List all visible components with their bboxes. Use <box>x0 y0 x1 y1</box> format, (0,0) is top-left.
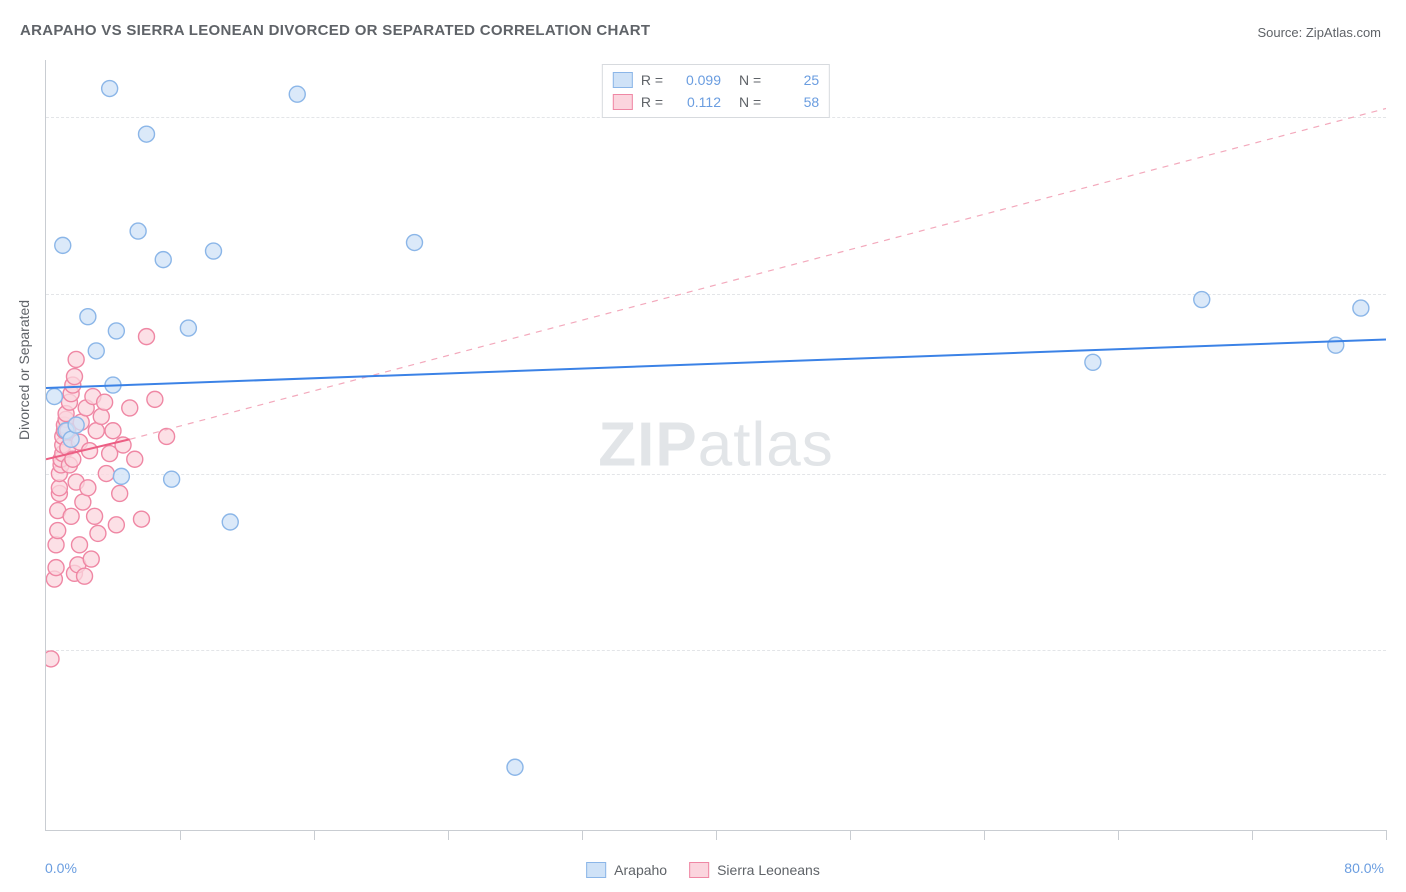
swatch-arapaho-2 <box>586 862 606 878</box>
source-label: Source: ZipAtlas.com <box>1257 25 1381 40</box>
r-value-sierra: 0.112 <box>671 94 721 110</box>
legend-label-sierra: Sierra Leoneans <box>717 862 820 878</box>
trend-line-extension <box>130 108 1386 439</box>
data-point <box>206 243 222 259</box>
data-point <box>83 551 99 567</box>
legend-label-arapaho: Arapaho <box>614 862 667 878</box>
data-point <box>77 568 93 584</box>
data-point <box>113 468 129 484</box>
x-tick <box>448 830 449 840</box>
data-point <box>50 523 66 539</box>
data-point <box>147 391 163 407</box>
data-point <box>1328 337 1344 353</box>
data-point <box>407 235 423 251</box>
data-point <box>159 428 175 444</box>
data-point <box>55 237 71 253</box>
x-tick <box>180 830 181 840</box>
data-point <box>102 81 118 97</box>
x-tick <box>1118 830 1119 840</box>
data-point <box>1353 300 1369 316</box>
legend-item-arapaho: Arapaho <box>586 862 667 878</box>
swatch-arapaho <box>613 72 633 88</box>
data-point <box>127 451 143 467</box>
data-point <box>155 252 171 268</box>
legend-series: Arapaho Sierra Leoneans <box>586 862 820 878</box>
data-point <box>93 408 109 424</box>
chart-title: ARAPAHO VS SIERRA LEONEAN DIVORCED OR SE… <box>20 22 650 39</box>
chart-svg <box>46 60 1386 830</box>
data-point <box>68 351 84 367</box>
swatch-sierra <box>613 94 633 110</box>
legend-stats-row-sierra: R = 0.112 N = 58 <box>613 91 819 113</box>
x-tick <box>850 830 851 840</box>
data-point <box>48 537 64 553</box>
swatch-sierra-2 <box>689 862 709 878</box>
data-point <box>98 466 114 482</box>
data-point <box>130 223 146 239</box>
trend-line <box>46 339 1386 387</box>
data-point <box>68 417 84 433</box>
plot-area: ZIPatlas R = 0.099 N = 25 R = 0.112 N = … <box>45 60 1386 831</box>
data-point <box>1194 292 1210 308</box>
data-point <box>46 389 62 405</box>
data-point <box>180 320 196 336</box>
data-point <box>133 511 149 527</box>
legend-stats-row-arapaho: R = 0.099 N = 25 <box>613 69 819 91</box>
legend-stats: R = 0.099 N = 25 R = 0.112 N = 58 <box>602 64 830 118</box>
data-point <box>88 343 104 359</box>
data-point <box>1085 354 1101 370</box>
x-axis-max-label: 80.0% <box>1344 860 1384 876</box>
data-point <box>80 480 96 496</box>
data-point <box>108 323 124 339</box>
data-point <box>90 525 106 541</box>
data-point <box>46 651 59 667</box>
legend-item-sierra: Sierra Leoneans <box>689 862 820 878</box>
data-point <box>80 309 96 325</box>
r-value-arapaho: 0.099 <box>671 72 721 88</box>
x-tick <box>1386 830 1387 840</box>
data-point <box>97 394 113 410</box>
data-point <box>108 517 124 533</box>
n-value-sierra: 58 <box>769 94 819 110</box>
data-point <box>139 126 155 142</box>
data-point <box>72 537 88 553</box>
data-point <box>222 514 238 530</box>
x-axis-min-label: 0.0% <box>45 860 77 876</box>
data-point <box>66 369 82 385</box>
n-value-arapaho: 25 <box>769 72 819 88</box>
data-point <box>122 400 138 416</box>
x-tick <box>716 830 717 840</box>
data-point <box>507 759 523 775</box>
data-point <box>87 508 103 524</box>
x-tick <box>984 830 985 840</box>
x-tick <box>1252 830 1253 840</box>
data-point <box>105 423 121 439</box>
data-point <box>112 485 128 501</box>
data-point <box>48 560 64 576</box>
data-point <box>164 471 180 487</box>
x-tick <box>314 830 315 840</box>
y-axis-label: Divorced or Separated <box>16 300 32 440</box>
data-point <box>63 508 79 524</box>
data-point <box>139 329 155 345</box>
x-tick <box>582 830 583 840</box>
data-point <box>289 86 305 102</box>
